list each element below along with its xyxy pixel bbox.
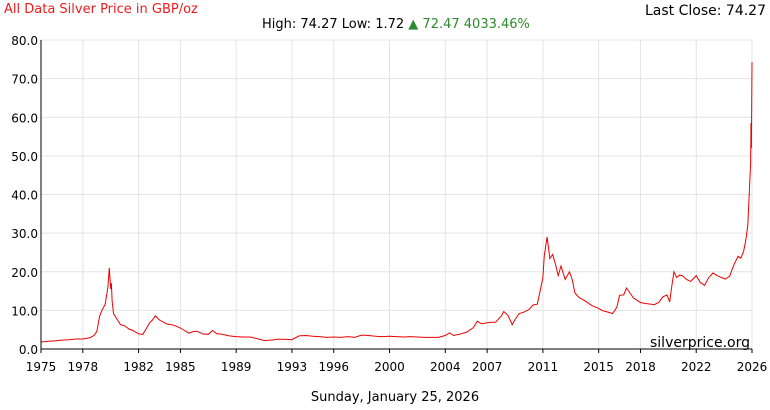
x-tick-label: 2004 <box>430 360 461 374</box>
x-tick-label: 2026 <box>737 360 768 374</box>
chart-title: All Data Silver Price in GBP/oz <box>4 2 198 17</box>
x-tick-label: 2007 <box>472 360 503 374</box>
y-tick-label: 0.0 <box>19 343 38 357</box>
y-tick-label: 80.0 <box>11 34 38 48</box>
y-tick-label: 60.0 <box>11 111 38 125</box>
price-stats: High: 74.27 Low: 1.72 ▲ 72.47 4033.46% <box>262 17 530 32</box>
y-tick-label: 30.0 <box>11 227 38 241</box>
x-axis-labels: 1975 1978 1982 1985 1989 1993 1996 2000 2004 2007… <box>26 349 768 374</box>
x-tick-label: 1993 <box>277 360 308 374</box>
watermark: silverprice.org <box>650 335 750 351</box>
last-close-value: 74.27 <box>725 3 766 19</box>
y-tick-label: 20.0 <box>11 266 38 280</box>
low-label: Low: <box>341 17 372 32</box>
x-tick-label: 1996 <box>318 360 349 374</box>
high-label: High: <box>262 17 297 32</box>
x-tick-label: 2000 <box>374 360 405 374</box>
x-tick-label: 1982 <box>123 360 154 374</box>
y-tick-label: 50.0 <box>11 150 38 164</box>
x-tick-label: 1975 <box>26 360 57 374</box>
low-value: 1.72 <box>375 17 405 32</box>
y-tick-label: 40.0 <box>11 189 38 203</box>
chart-grid <box>40 39 753 350</box>
last-close: Last Close: 74.27 <box>645 3 766 19</box>
y-tick-label: 70.0 <box>11 73 38 87</box>
x-tick-label: 2022 <box>681 360 712 374</box>
high-value: 74.27 <box>300 17 338 32</box>
x-tick-label: 1985 <box>165 360 196 374</box>
x-tick-label: 2015 <box>583 360 614 374</box>
x-tick-label: 2011 <box>528 360 559 374</box>
last-close-label: Last Close: <box>644 3 722 19</box>
chart-date: Sunday, January 25, 2026 <box>310 390 480 405</box>
y-axis-labels: 0.0 10.0 20.0 30.0 40.0 50.0 60.0 70.0 80.0 <box>11 34 38 357</box>
x-tick-label: 1989 <box>221 360 252 374</box>
x-tick-label: 1978 <box>68 360 99 374</box>
change-value: 72.47 <box>422 17 460 32</box>
x-tick-label: 2018 <box>625 360 656 374</box>
y-tick-label: 10.0 <box>11 304 38 318</box>
silver-price-line <box>40 62 753 343</box>
change-percent: 4033.46% <box>463 17 530 32</box>
change-up-icon: ▲ <box>408 17 419 32</box>
